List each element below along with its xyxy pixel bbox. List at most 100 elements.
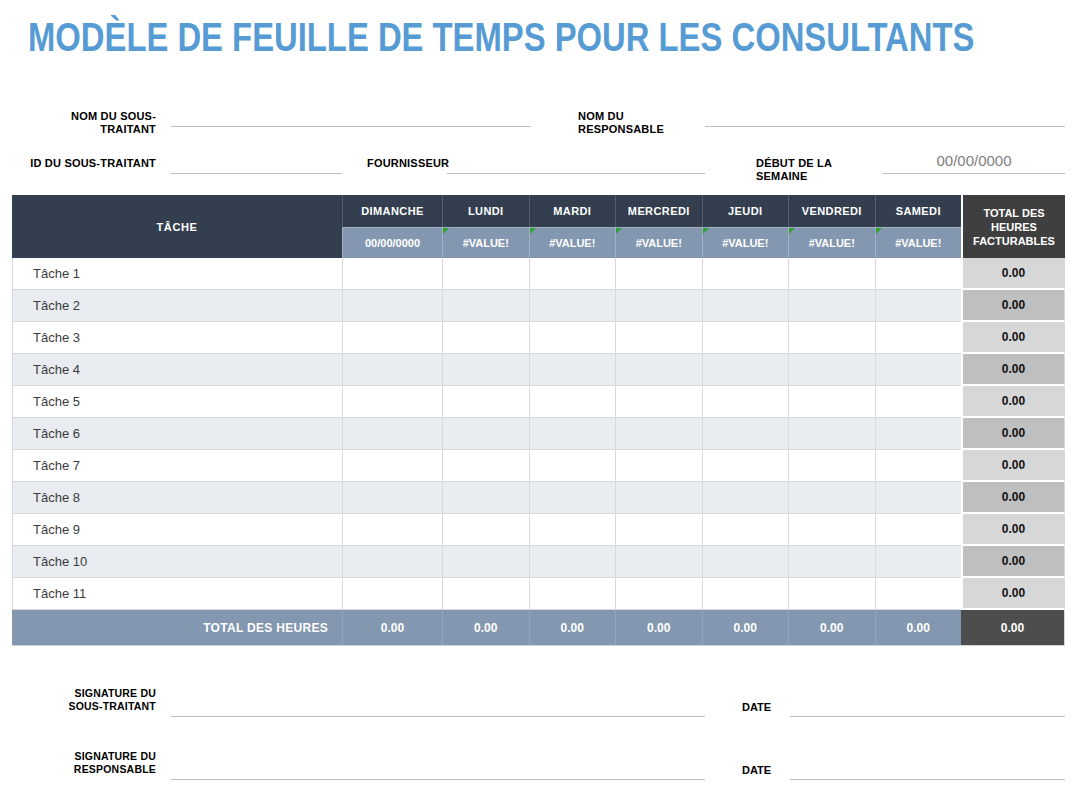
hours-cell[interactable] <box>342 482 442 514</box>
hours-cell[interactable] <box>788 258 875 290</box>
hours-cell[interactable] <box>788 354 875 386</box>
hours-cell[interactable] <box>529 354 616 386</box>
hours-cell[interactable] <box>342 322 442 354</box>
hours-cell[interactable] <box>875 418 962 450</box>
hours-cell[interactable] <box>875 450 962 482</box>
hours-cell[interactable] <box>342 258 442 290</box>
hours-cell[interactable] <box>342 450 442 482</box>
hours-cell[interactable] <box>875 546 962 578</box>
hours-cell[interactable] <box>529 546 616 578</box>
hours-cell[interactable] <box>615 482 702 514</box>
task-cell[interactable]: Tâche 3 <box>12 322 342 354</box>
hours-cell[interactable] <box>342 578 442 610</box>
hours-cell[interactable] <box>702 354 789 386</box>
hours-cell[interactable] <box>615 514 702 546</box>
hours-cell[interactable] <box>529 322 616 354</box>
hours-cell[interactable] <box>788 482 875 514</box>
week-start-date-cell[interactable]: 00/00/0000 <box>342 227 442 258</box>
error-value-cell[interactable]: #VALUE! <box>615 227 702 258</box>
hours-cell[interactable] <box>875 354 962 386</box>
hours-cell[interactable] <box>529 290 616 322</box>
hours-cell[interactable] <box>442 290 529 322</box>
hours-cell[interactable] <box>875 386 962 418</box>
hours-cell[interactable] <box>442 578 529 610</box>
hours-cell[interactable] <box>442 258 529 290</box>
hours-cell[interactable] <box>615 290 702 322</box>
error-value-cell[interactable]: #VALUE! <box>875 227 962 258</box>
input-fournisseur[interactable] <box>447 158 705 174</box>
input-id-du-sous-traitant[interactable] <box>171 158 342 174</box>
hours-cell[interactable] <box>615 258 702 290</box>
hours-cell[interactable] <box>529 482 616 514</box>
hours-cell[interactable] <box>442 482 529 514</box>
hours-cell[interactable] <box>702 482 789 514</box>
hours-cell[interactable] <box>442 386 529 418</box>
hours-cell[interactable] <box>442 514 529 546</box>
hours-cell[interactable] <box>529 386 616 418</box>
hours-cell[interactable] <box>788 450 875 482</box>
week-start-value[interactable]: 00/00/0000 <box>883 150 1065 172</box>
hours-cell[interactable] <box>702 258 789 290</box>
task-cell[interactable]: Tâche 8 <box>12 482 342 514</box>
error-value-cell[interactable]: #VALUE! <box>529 227 616 258</box>
hours-cell[interactable] <box>702 546 789 578</box>
task-cell[interactable]: Tâche 2 <box>12 290 342 322</box>
hours-cell[interactable] <box>615 546 702 578</box>
hours-cell[interactable] <box>788 386 875 418</box>
task-cell[interactable]: Tâche 9 <box>12 514 342 546</box>
hours-cell[interactable] <box>615 322 702 354</box>
task-cell[interactable]: Tâche 7 <box>12 450 342 482</box>
hours-cell[interactable] <box>442 418 529 450</box>
task-cell[interactable]: Tâche 1 <box>12 258 342 290</box>
hours-cell[interactable] <box>529 514 616 546</box>
hours-cell[interactable] <box>342 418 442 450</box>
hours-cell[interactable] <box>342 290 442 322</box>
task-cell[interactable]: Tâche 4 <box>12 354 342 386</box>
hours-cell[interactable] <box>442 354 529 386</box>
task-cell[interactable]: Tâche 11 <box>12 578 342 610</box>
task-cell[interactable]: Tâche 6 <box>12 418 342 450</box>
input-nom-du-responsable[interactable] <box>705 111 1065 127</box>
hours-cell[interactable] <box>529 258 616 290</box>
hours-cell[interactable] <box>529 578 616 610</box>
hours-cell[interactable] <box>702 386 789 418</box>
hours-cell[interactable] <box>702 290 789 322</box>
task-cell[interactable]: Tâche 5 <box>12 386 342 418</box>
date-line-sous-traitant[interactable] <box>790 701 1065 717</box>
hours-cell[interactable] <box>529 418 616 450</box>
hours-cell[interactable] <box>529 450 616 482</box>
hours-cell[interactable] <box>788 546 875 578</box>
hours-cell[interactable] <box>442 450 529 482</box>
hours-cell[interactable] <box>702 322 789 354</box>
error-value-cell[interactable]: #VALUE! <box>788 227 875 258</box>
hours-cell[interactable] <box>342 354 442 386</box>
hours-cell[interactable] <box>875 514 962 546</box>
hours-cell[interactable] <box>615 450 702 482</box>
hours-cell[interactable] <box>342 514 442 546</box>
hours-cell[interactable] <box>875 578 962 610</box>
hours-cell[interactable] <box>788 418 875 450</box>
hours-cell[interactable] <box>702 514 789 546</box>
hours-cell[interactable] <box>788 578 875 610</box>
error-value-cell[interactable]: #VALUE! <box>702 227 789 258</box>
task-cell[interactable]: Tâche 10 <box>12 546 342 578</box>
signature-line-sous-traitant[interactable] <box>171 701 705 717</box>
hours-cell[interactable] <box>615 386 702 418</box>
hours-cell[interactable] <box>442 546 529 578</box>
hours-cell[interactable] <box>342 386 442 418</box>
hours-cell[interactable] <box>875 482 962 514</box>
hours-cell[interactable] <box>875 322 962 354</box>
hours-cell[interactable] <box>615 354 702 386</box>
hours-cell[interactable] <box>875 290 962 322</box>
hours-cell[interactable] <box>615 418 702 450</box>
hours-cell[interactable] <box>702 578 789 610</box>
input-debut-de-la-semaine[interactable]: 00/00/0000 <box>883 150 1065 174</box>
hours-cell[interactable] <box>702 450 789 482</box>
hours-cell[interactable] <box>442 322 529 354</box>
error-value-cell[interactable]: #VALUE! <box>442 227 529 258</box>
date-line-responsable[interactable] <box>790 764 1065 780</box>
hours-cell[interactable] <box>342 546 442 578</box>
input-nom-du-sous-traitant[interactable] <box>171 111 531 127</box>
hours-cell[interactable] <box>788 322 875 354</box>
hours-cell[interactable] <box>615 578 702 610</box>
